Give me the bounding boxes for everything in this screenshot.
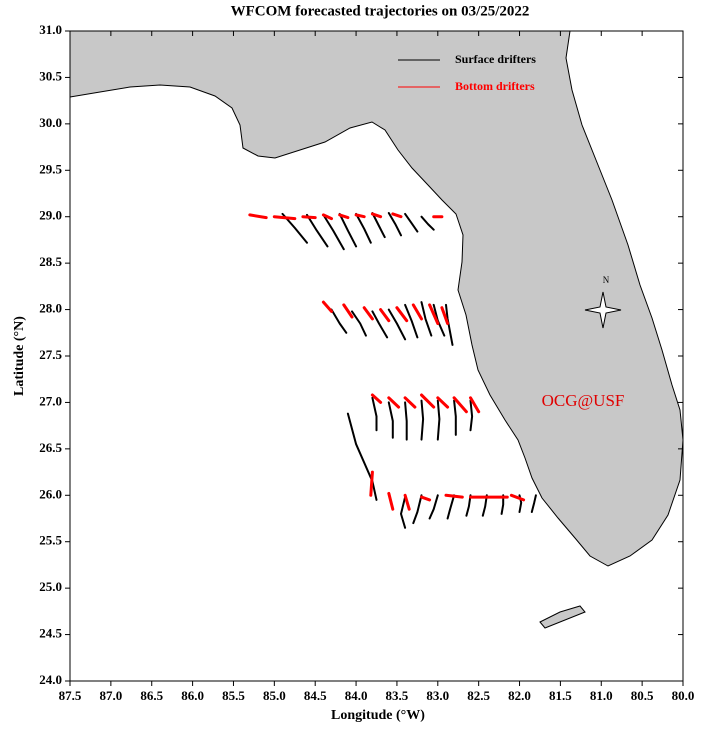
x-tick-label: 80.5 (631, 688, 654, 703)
trajectory (248, 212, 526, 511)
x-tick-label: 83.5 (386, 688, 409, 703)
chart-title: WFCOM forecasted trajectories on 03/25/2… (231, 3, 530, 19)
x-tick-label: 87.5 (59, 688, 82, 703)
compass-north: N (603, 275, 610, 285)
x-tick-label: 87.0 (99, 688, 122, 703)
y-tick-label: 27.5 (39, 347, 62, 362)
y-tick-label: 26.0 (39, 486, 62, 501)
y-tick-label: 29.0 (39, 208, 62, 223)
x-tick-label: 82.0 (508, 688, 531, 703)
y-tick-label: 28.5 (39, 254, 62, 269)
florida-land (70, 31, 683, 567)
land (70, 31, 683, 629)
y-tick-label: 25.5 (39, 533, 62, 548)
y-tick-label: 30.0 (39, 115, 62, 130)
compass: N (584, 275, 622, 329)
y-tick-label: 31.0 (39, 22, 62, 37)
y-tick-label: 30.5 (39, 68, 62, 83)
y-axis-label: Latitude (°N) (12, 316, 27, 396)
x-tick-label: 86.0 (181, 688, 204, 703)
x-tick-label: 80.0 (672, 688, 695, 703)
y-tick-label: 24.5 (39, 626, 62, 641)
x-tick-label: 81.5 (549, 688, 572, 703)
x-tick-label: 85.5 (222, 688, 245, 703)
y-tick-label: 25.0 (39, 579, 62, 594)
y-tick-label: 29.5 (39, 161, 62, 176)
y-tick-label: 24.0 (39, 672, 62, 687)
y-tick-label: 28.0 (39, 301, 62, 316)
keys (539, 605, 586, 629)
x-tick-label: 86.5 (140, 688, 163, 703)
legend-label: Bottom drifters (455, 79, 535, 93)
y-tick-label: 26.5 (39, 440, 62, 455)
compass-rose (584, 291, 622, 329)
x-tick-label: 82.5 (467, 688, 490, 703)
x-axis-label: Longitude (°W) (331, 708, 425, 723)
x-tick-label: 81.0 (590, 688, 613, 703)
x-tick-label: 85.0 (263, 688, 286, 703)
x-tick-label: 84.0 (345, 688, 368, 703)
legend-label: Surface drifters (455, 52, 536, 66)
annotation: OCG@USF (542, 391, 625, 410)
y-tick-label: 27.0 (39, 393, 62, 408)
x-tick-label: 84.5 (304, 688, 327, 703)
x-tick-label: 83.0 (426, 688, 449, 703)
legend: Surface drifters Bottom drifters (398, 52, 536, 93)
